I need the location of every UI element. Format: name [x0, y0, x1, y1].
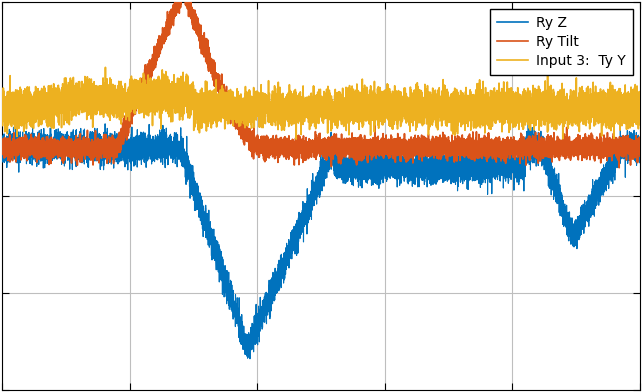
Ry Z: [37, 143, 44, 147]
Ry Z: [636, 141, 642, 145]
Line: Input 3:  Ty Y: Input 3: Ty Y: [2, 67, 640, 139]
Ry Z: [0, 142, 6, 147]
Ry Tilt: [0, 149, 6, 154]
Ry Tilt: [24, 145, 32, 150]
Input 3:  Ty Y: (0.0045, 0.136): Ty Y: (0.0045, 0.136): [1, 97, 9, 102]
Legend: Ry Z, Ry Tilt, Input 3:  Ty Y: Ry Z, Ry Tilt, Input 3: Ty Y: [490, 9, 633, 74]
Ry Tilt: [636, 154, 642, 158]
Input 3:  Ty Y: (0.0598, 0.0986): Ty Y: (0.0598, 0.0986): [37, 106, 44, 111]
Ry Z: [1, 151, 9, 156]
Ry Z: [123, 143, 131, 148]
Input 3:  Ty Y: (0.461, -0.0328): Ty Y: (0.461, -0.0328): [292, 137, 300, 142]
Ry Z: [24, 151, 32, 156]
Ry Tilt: [602, 151, 610, 156]
Ry Tilt: [1, 145, 9, 149]
Input 3:  Ty Y: (0.162, 0.272): Ty Y: (0.162, 0.272): [101, 65, 109, 70]
Ry Tilt: [37, 144, 44, 149]
Line: Ry Tilt: Ry Tilt: [2, 0, 640, 168]
Input 3:  Ty Y: (0.196, 0.104): Ty Y: (0.196, 0.104): [123, 105, 131, 109]
Ry Tilt: [615, 165, 623, 170]
Input 3:  Ty Y: (0.0414, 0.0655): Ty Y: (0.0414, 0.0655): [24, 114, 32, 118]
Line: Ry Z: Ry Z: [2, 119, 640, 359]
Input 3:  Ty Y: (0.947, 0.127): Ty Y: (0.947, 0.127): [602, 99, 610, 104]
Ry Z: [602, 161, 610, 165]
Input 3:  Ty Y: (1, 0.0913): Ty Y: (1, 0.0913): [636, 107, 642, 112]
Input 3:  Ty Y: (0, 0.113): Ty Y: (0, 0.113): [0, 102, 6, 107]
Ry Tilt: [310, 148, 318, 153]
Ry Z: [310, 198, 318, 202]
Input 3:  Ty Y: (0.489, 0.0729): Ty Y: (0.489, 0.0729): [310, 112, 318, 116]
Ry Z: [12, 116, 19, 121]
Ry Tilt: [123, 121, 131, 126]
Ry Z: [246, 356, 254, 361]
